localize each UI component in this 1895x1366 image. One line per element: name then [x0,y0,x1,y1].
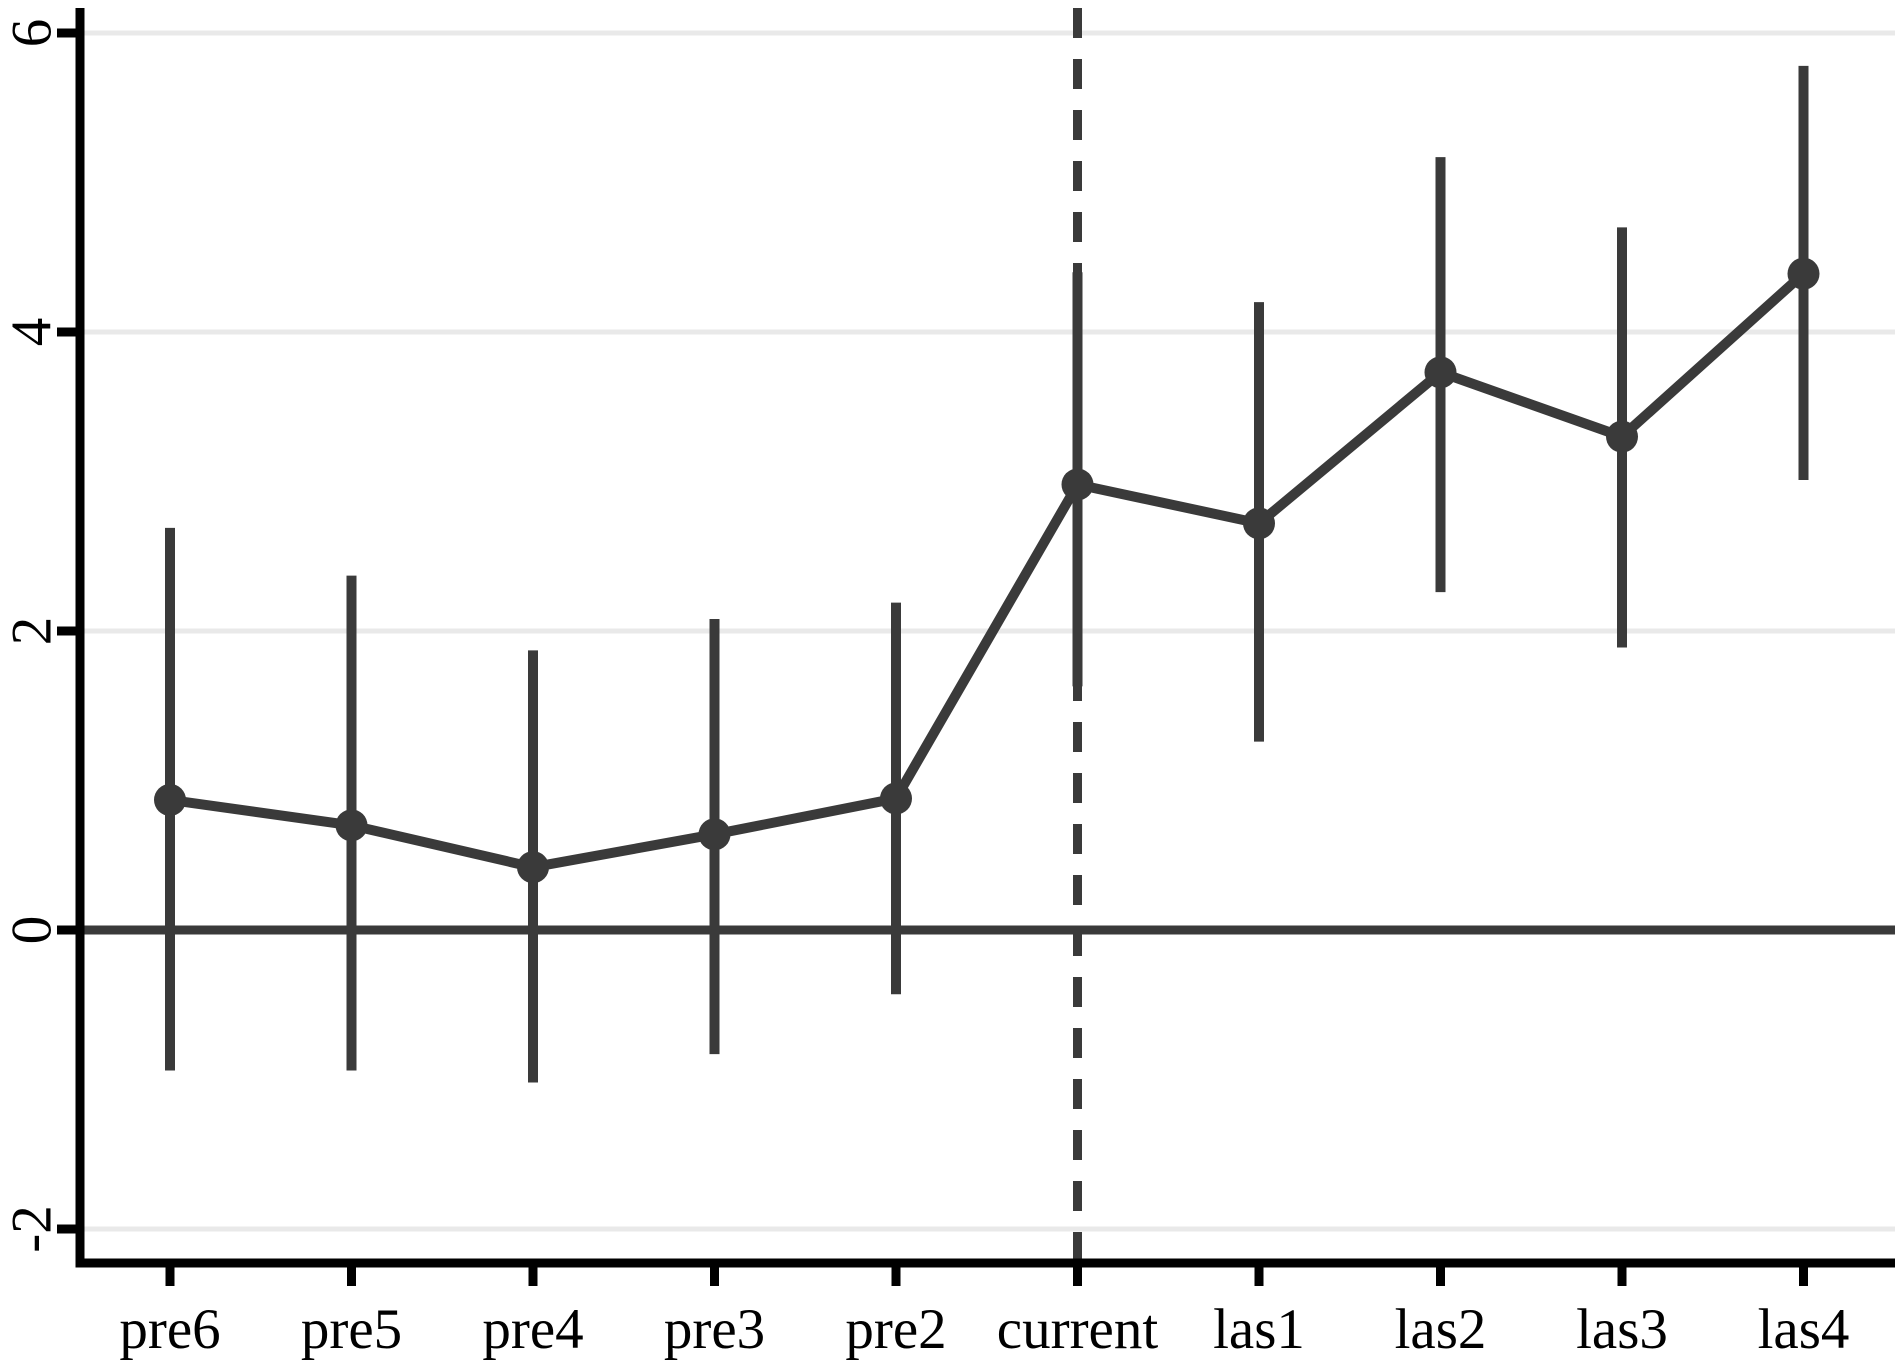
y-tick-label--2: -2 [1,1205,64,1252]
marker-las2 [1424,356,1457,389]
marker-pre3 [698,818,731,851]
y-tick-label-2: 2 [1,617,64,646]
y-tick-label-6: 6 [1,19,64,48]
marker-pre2 [880,782,912,815]
marker-current [1061,468,1094,501]
marker-pre5 [335,809,368,842]
x-tick-label-las1: las1 [1213,1298,1305,1361]
x-tick-label-pre5: pre5 [301,1298,402,1361]
x-tick-label-las4: las4 [1758,1298,1850,1361]
marker-pre6 [154,783,186,816]
x-tick-label-las3: las3 [1576,1298,1668,1361]
x-tick-label-pre6: pre6 [119,1298,220,1361]
marker-las1 [1243,507,1275,540]
marker-las4 [1787,257,1820,290]
marker-las3 [1606,420,1638,453]
x-tick-label-pre3: pre3 [664,1298,765,1361]
x-tick-label-current: current [997,1298,1159,1361]
y-tick-label-0: 0 [1,916,64,945]
x-tick-label-pre2: pre2 [845,1298,946,1361]
x-tick-label-las2: las2 [1395,1298,1487,1361]
marker-pre4 [517,851,549,884]
estimate-connector-line [169,269,1807,873]
y-tick-label-4: 4 [1,318,64,347]
x-tick-label-pre4: pre4 [482,1298,583,1361]
